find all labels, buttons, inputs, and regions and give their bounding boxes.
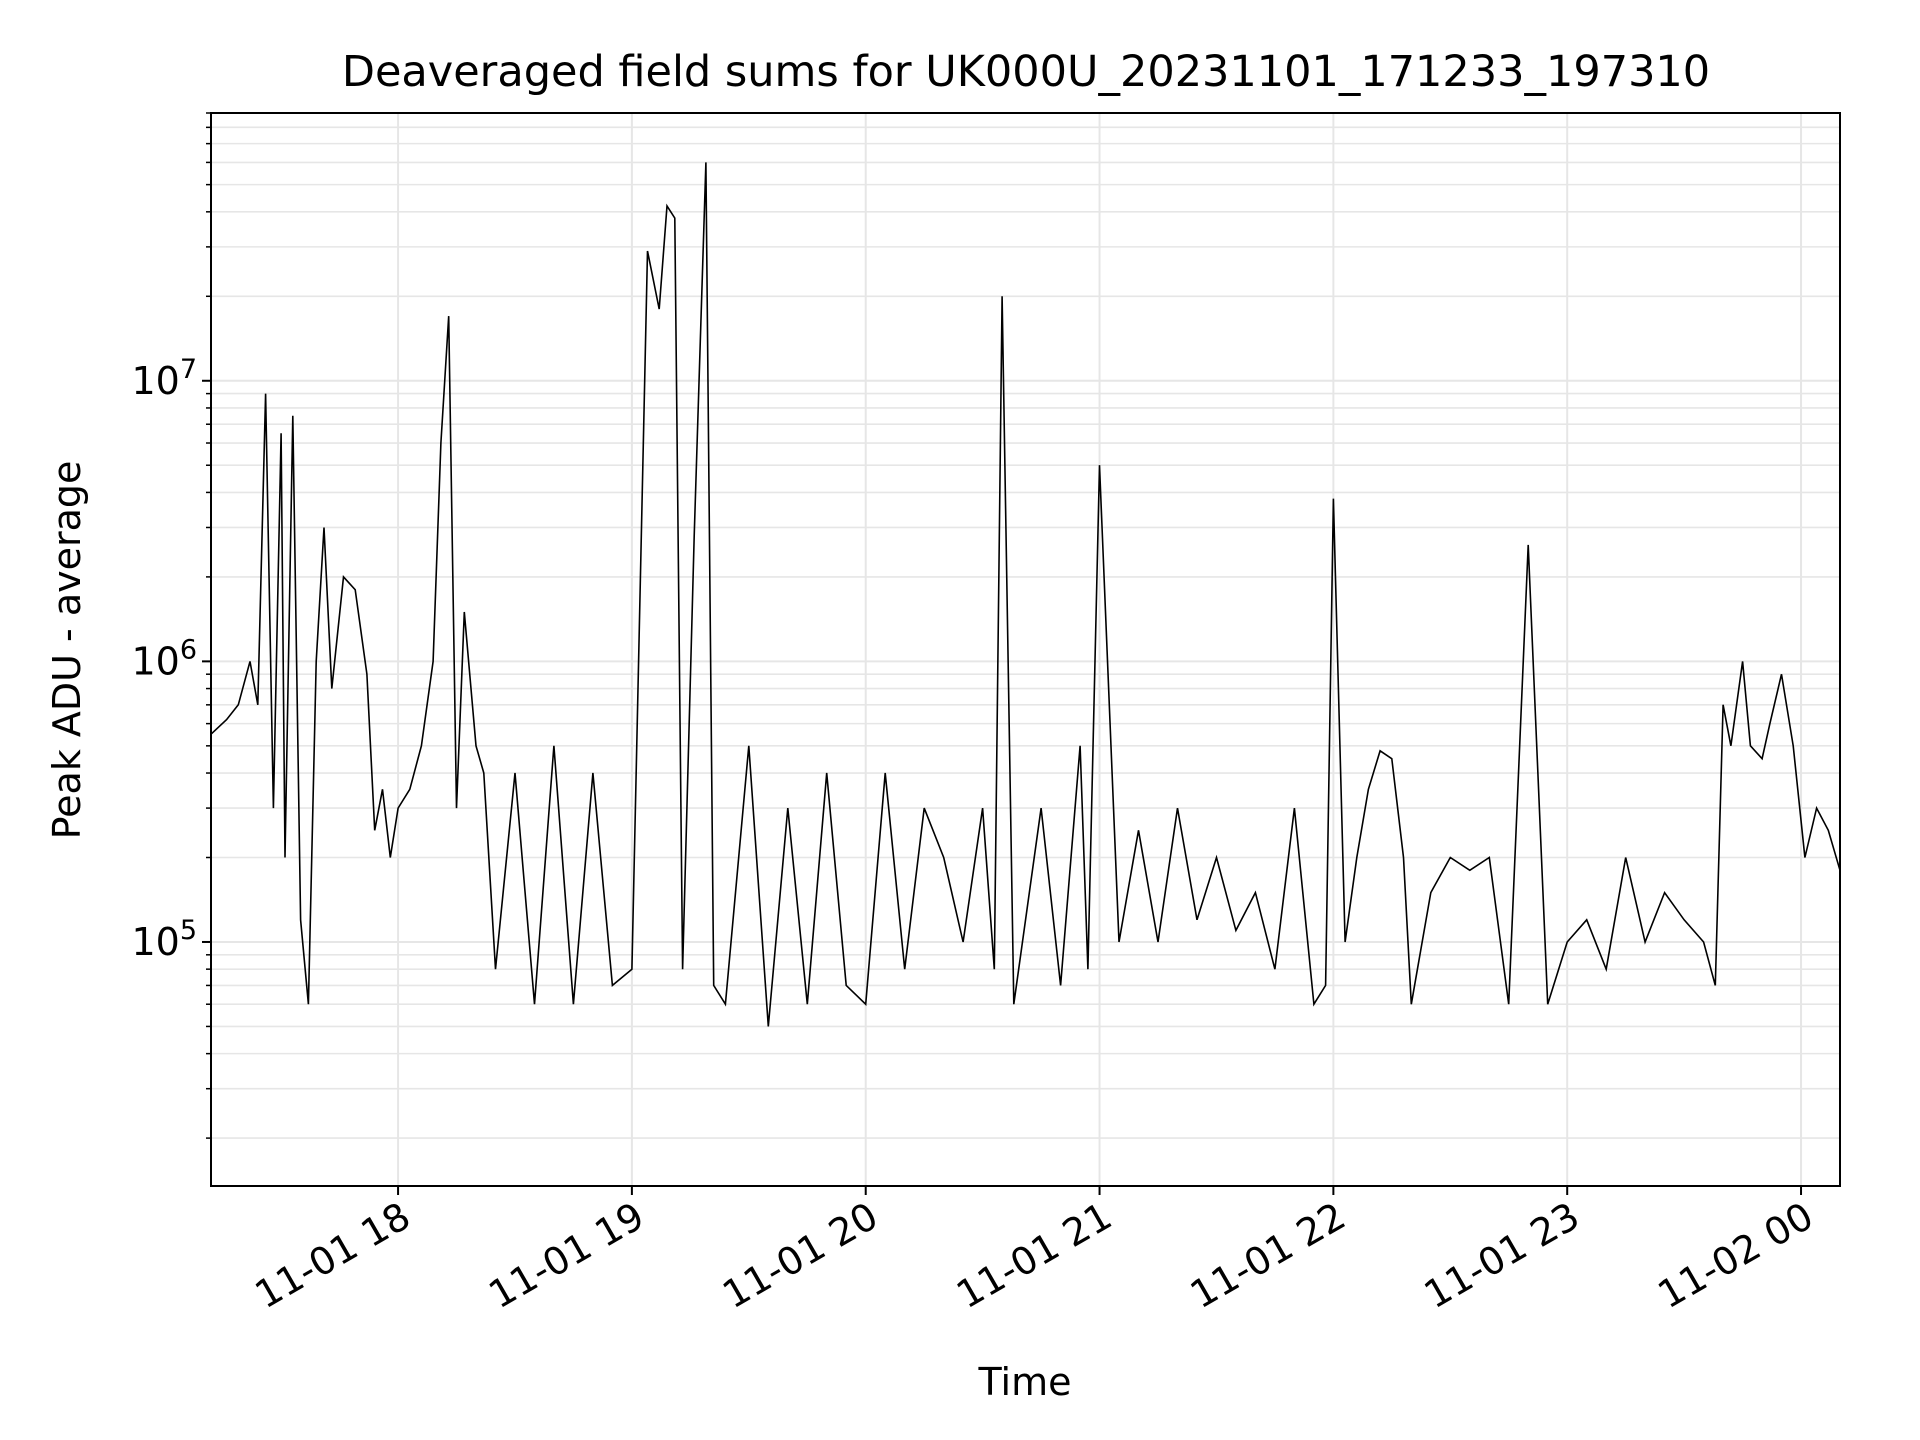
y-axis-label: Peak ADU - average xyxy=(45,461,89,840)
y-tick-label: 106 xyxy=(131,634,197,683)
chart-title: Deaveraged field sums for UK000U_2023110… xyxy=(342,47,1710,97)
x-axis-label: Time xyxy=(978,1360,1072,1404)
y-tick-label: 107 xyxy=(131,354,197,403)
series-layer xyxy=(210,162,1841,1027)
series-line xyxy=(210,162,1841,1027)
y-tick-label: 105 xyxy=(131,915,197,964)
plot-frame xyxy=(210,112,1841,1187)
